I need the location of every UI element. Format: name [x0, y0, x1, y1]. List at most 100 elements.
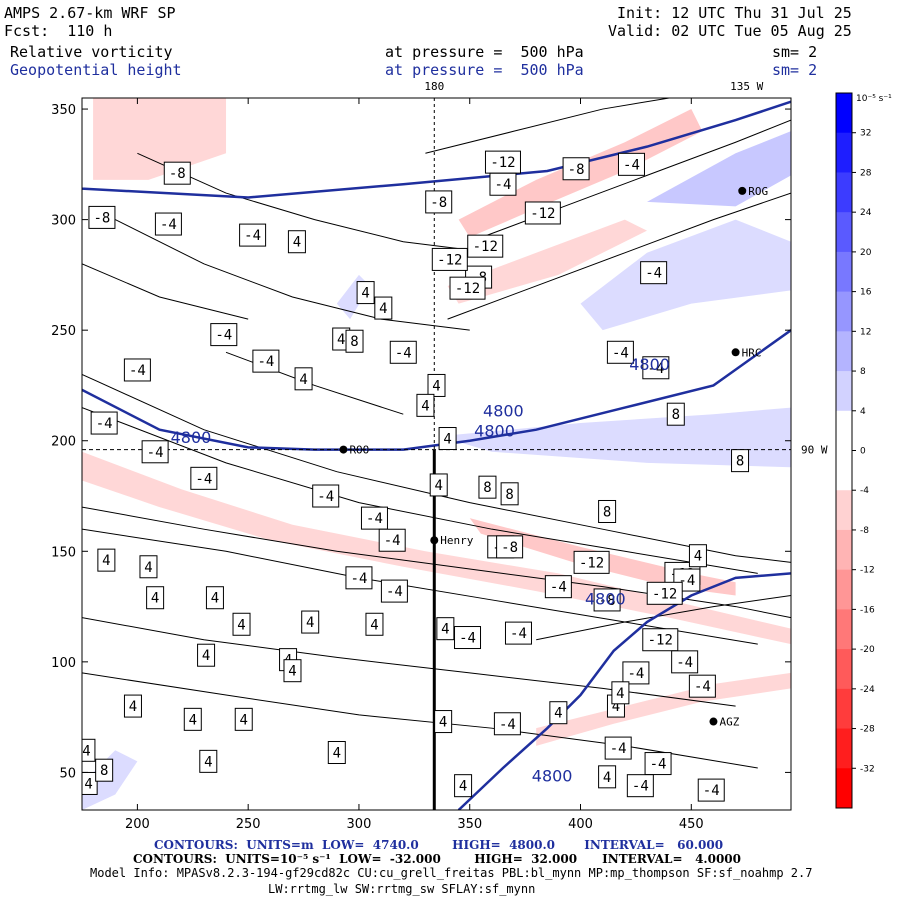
vorticity-label-box [90, 411, 118, 435]
vorticity-label-text: -4 [650, 757, 667, 773]
vorticity-label-73: 4 [183, 707, 202, 731]
x-tick-label: 400 [568, 817, 593, 832]
vorticity-label-text: 4 [603, 770, 611, 786]
vorticity-label-box [416, 393, 435, 417]
vorticity-label-box [210, 323, 238, 347]
vorticity-label-text: 4 [439, 715, 447, 731]
vorticity-label-box [454, 626, 482, 650]
vorticity-label-box [360, 506, 388, 530]
colorbar-segment [836, 450, 852, 491]
vorticity-label-32: 8 [731, 449, 750, 473]
station-rog: ROG [738, 185, 768, 198]
colorbar-segment [836, 649, 852, 690]
contour-labels: -12-8-8-8-4-4-12-8-4-44-12-8-444-4-448-1… [82, 150, 750, 802]
colorbar-segment [836, 291, 852, 332]
vorticity-label-box [598, 499, 617, 523]
vorticity-contour-0 [82, 373, 791, 563]
vorticity-label-84: -4 [604, 736, 632, 760]
init-time: Init: 12 UTC Thu 31 Jul 25 [617, 4, 852, 22]
vorticity-label-text: -12 [437, 252, 462, 268]
colorbar-segment [836, 490, 852, 531]
colorbar-tick-label: 20 [860, 248, 872, 258]
vorticity-label-60: 4 [301, 610, 320, 634]
y-tick-label: 300 [51, 214, 76, 229]
vorticity-label-box [642, 356, 670, 380]
vorticity-label-76: -4 [493, 712, 521, 736]
y-tick-label: 50 [59, 766, 76, 781]
vorticity-label-79: 4 [611, 681, 630, 705]
shaded-band-2 [646, 131, 791, 207]
x-tick-label: 300 [347, 817, 372, 832]
vorticity-label-29: 4 [416, 393, 435, 417]
vorticity-label-text: -4 [459, 631, 476, 647]
vorticity-label-31: 8 [666, 402, 685, 426]
vorticity-label-4: -4 [617, 152, 645, 176]
vorticity-label-text: -4 [647, 361, 664, 377]
vorticity-label-box [234, 707, 253, 731]
colorbar-tick-label: 16 [860, 288, 872, 298]
vorticity-label-box [294, 367, 313, 391]
vorticity-label-box [598, 765, 617, 789]
vorticity-label-box [380, 579, 408, 603]
vorticity-label-box [365, 612, 384, 636]
vorticity-contour-12 [82, 263, 249, 320]
vorticity-label-text: -4 [366, 511, 383, 527]
shaded-band-8 [536, 672, 791, 746]
height-contour-1 [82, 100, 791, 199]
vorticity-label-box [146, 586, 165, 610]
vorticity-label-text: -12 [455, 281, 480, 297]
vorticity-label-text: 4 [421, 398, 429, 414]
vorticity-label-box [573, 550, 610, 574]
colorbar-segment [836, 212, 852, 253]
plot-frame [81, 97, 792, 811]
vorticity-label-box [327, 741, 346, 765]
vorticity-label-text: -12 [530, 206, 555, 222]
vorticity-label-box [671, 650, 699, 674]
vorticity-label-62: 4 [436, 617, 455, 641]
pressure-level-height: at pressure = 500 hPa [385, 61, 584, 79]
vorticity-label-box [449, 276, 486, 300]
vorticity-label-box [436, 617, 455, 641]
vorticity-label-text: -4 [694, 679, 711, 695]
vorticity-label-7: -8 [88, 205, 116, 229]
vorticity-label-box [123, 358, 151, 382]
vorticity-label-text: 4 [306, 615, 314, 631]
colorbar-tick-label: -32 [860, 764, 875, 774]
vorticity-label-box [97, 548, 116, 572]
vorticity-label-text: 8 [603, 504, 611, 520]
vorticity-label-2: -8 [425, 190, 453, 214]
vorticity-label-47: 4 [688, 544, 707, 568]
model-title: AMPS 2.67-km WRF SP [4, 4, 176, 22]
vorticity-label-87: 4 [454, 774, 473, 798]
height-label-2: 4800 [483, 401, 524, 420]
vorticity-label-36: 4 [429, 473, 448, 497]
vorticity-label-text: 4 [288, 664, 296, 680]
vorticity-label-text: -4 [195, 471, 212, 487]
x-tick-label: 350 [457, 817, 482, 832]
vorticity-label-24: -4 [606, 340, 634, 364]
vorticity-label-71: -4 [688, 674, 716, 698]
vorticity-contour-7 [115, 219, 470, 331]
vorticity-label-17: -4 [210, 323, 238, 347]
vorticity-label-text: 4 [204, 754, 212, 770]
colorbar-tick-label: -4 [860, 486, 869, 496]
vorticity-label-text: 4 [441, 622, 449, 638]
station-marker [430, 536, 439, 545]
vorticity-label-text: 8 [100, 763, 108, 779]
vorticity-label-box [562, 157, 590, 181]
vorticity-label-text: 4 [202, 648, 210, 664]
station-label: ROO [349, 444, 369, 457]
vorticity-label-box [82, 738, 96, 762]
vorticity-label-22: -4 [252, 349, 280, 373]
vorticity-label-54: -4 [345, 566, 373, 590]
vorticity-label-59: 4 [232, 612, 251, 636]
smoothing-vorticity: sm= 2 [772, 43, 818, 61]
vorticity-label-box [283, 659, 302, 683]
vorticity-label-box [431, 247, 468, 271]
vorticity-label-70: -4 [622, 661, 650, 685]
vorticity-contour-2 [82, 506, 791, 619]
vorticity-label-box [239, 223, 267, 247]
station-label: ROG [748, 185, 768, 198]
forecast-hour: Fcst: 110 h [4, 22, 113, 40]
vorticity-label-40: -4 [312, 484, 340, 508]
